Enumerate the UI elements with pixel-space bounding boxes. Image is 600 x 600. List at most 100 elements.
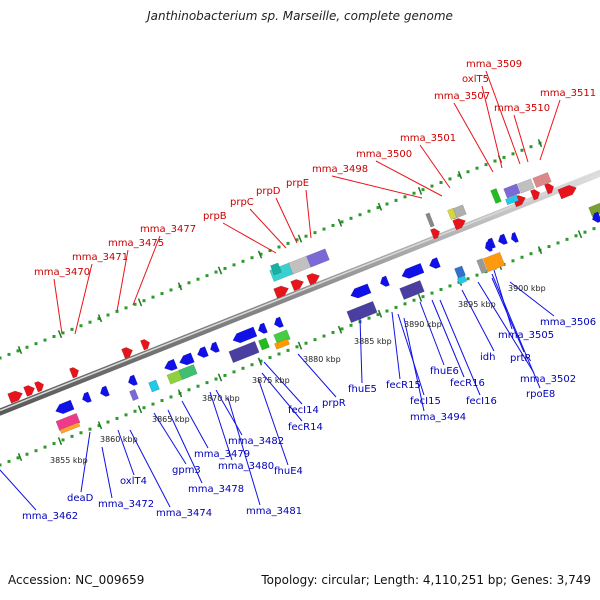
forward-gene-label: mma_3510 [494,103,550,114]
gene-labels: mma_3470 mma_3471 mma_3475 mma_3477 prpBprpC… [22,59,596,522]
reverse-gene-arrow [350,283,372,299]
tick-mark [337,325,343,334]
tick-mark [97,421,103,430]
reverse-gene-arrow [484,240,493,252]
tick-dot [394,198,398,202]
reverse-gene-label: mma_3474 [156,508,212,519]
forward-leader-line [53,278,63,335]
forward-leader-line [249,208,287,249]
forward-gene-arrow [34,381,44,393]
reverse-gene-label: rpoE8 [526,389,555,400]
tick-dot [520,255,524,259]
tick-dot [277,352,281,356]
reverse-gene-label: mma_3462 [22,511,78,522]
tick-dot [34,342,38,346]
reverse-gene-arrow [498,233,508,245]
tick-dot [232,263,236,267]
tick-dot [547,245,551,249]
tick-dot [475,273,479,277]
tick-dot [25,345,29,349]
forward-gene-arrow [530,189,540,201]
forward-leader-line [222,222,277,254]
feature-box [476,258,488,274]
tick-dot [250,256,254,260]
accession-text: Accession: NC_009659 [8,573,145,587]
reverse-gene-label: mma_3472 [98,499,154,510]
tick-dot [340,220,344,224]
forward-gene-arrow [290,279,304,292]
tick-dot [421,188,425,192]
forward-leader-line [539,99,561,161]
forward-gene-label: prpB [203,211,227,222]
reverse-leader-line [431,299,465,378]
tick-dot [115,416,119,420]
reverse-gene-label: mma_3478 [188,484,244,495]
tick-dot [187,281,191,285]
forward-leader-line [453,102,494,173]
reverse-gene-arrow [197,346,209,358]
tick-dot [214,270,218,274]
forward-leader-line [74,263,93,335]
reverse-leader-line [261,372,303,422]
tick-label: 3880 kbp [303,355,341,364]
tick-dot [187,388,191,392]
tick-dot [493,159,497,163]
reverse-gene-label: fecI14 [288,405,319,416]
tick-dot [106,313,110,317]
feature-box [425,212,435,228]
forward-leader-line [375,160,443,197]
tick-mark [537,139,543,148]
feature-box [532,172,552,188]
reverse-gene-arrow [55,399,75,415]
tick-dot [565,237,569,241]
reverse-leader-line [101,446,113,499]
tick-mark [177,282,183,291]
tick-mark [257,357,263,366]
tick-dot [430,291,434,295]
forward-gene-arrow [69,367,79,379]
reverse-gene-arrow [592,211,600,223]
tick-dot [259,252,263,256]
tick-label: 3865 kbp [152,415,190,424]
tick-dot [529,145,533,149]
forward-leader-line [305,189,312,239]
reverse-gene-arrow [274,316,284,328]
tick-dot [52,335,56,339]
tick-dot [475,166,479,170]
reverse-leader-line [227,397,261,506]
tick-dot [286,241,290,245]
tick-dot [583,230,587,234]
tick-mark [217,373,223,382]
forward-gene-arrow [121,347,133,359]
tick-dot [520,148,524,152]
reverse-leader-line [181,400,209,449]
tick-dot [133,302,137,306]
reverse-leader-line [297,353,337,398]
tick-dot [250,363,254,367]
reverse-leader-line [509,281,555,317]
tick-dot [322,334,326,338]
feature-box [274,338,290,350]
tick-label: 3890 kbp [404,320,442,329]
tick-dot [268,249,272,253]
tick-dot [196,384,200,388]
reverse-gene-label: fhuE6 [430,366,459,377]
tick-dot [232,370,236,374]
tick-label: 3900 kbp [508,284,546,293]
tick-mark [217,266,223,275]
forward-gene-arrow [140,339,150,351]
reverse-gene-label: deaD [67,493,94,504]
tick-label: 3870 kbp [202,394,240,403]
tick-dot [349,216,353,220]
genome-summary-text: Topology: circular; Length: 4,110,251 bp… [261,573,591,587]
tick-dot [394,305,398,309]
tick-mark [337,218,343,227]
tick-dot [124,413,128,417]
reverse-gene-label: fhuE4 [274,466,303,477]
tick-mark [417,293,423,302]
reverse-gene-arrow [164,358,178,371]
tick-dot [286,348,290,352]
reverse-leader-line [359,317,363,384]
reverse-leader-line [153,412,187,465]
forward-gene-arrow [23,385,35,397]
